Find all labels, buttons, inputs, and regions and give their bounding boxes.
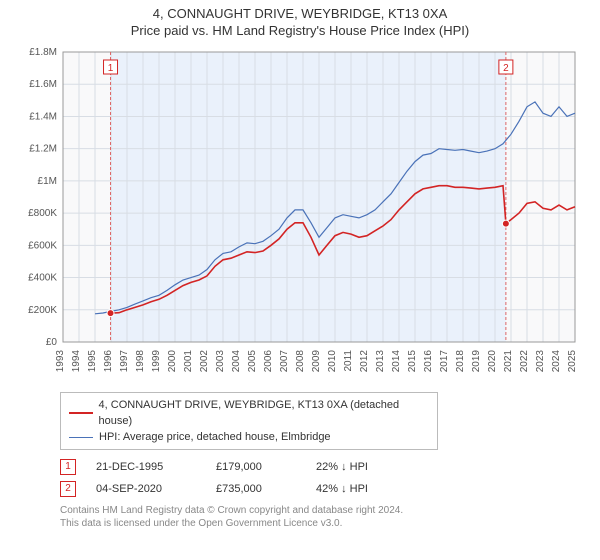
svg-text:2001: 2001	[183, 350, 194, 373]
svg-text:2020: 2020	[487, 350, 498, 373]
chart-title-block: 4, CONNAUGHT DRIVE, WEYBRIDGE, KT13 0XA …	[0, 0, 600, 38]
svg-text:2016: 2016	[423, 350, 434, 373]
svg-text:£0: £0	[46, 337, 58, 348]
marker-price-2: £735,000	[216, 478, 296, 500]
marker-table: 1 21-DEC-1995 £179,000 22% ↓ HPI 2 04-SE…	[60, 456, 600, 500]
svg-text:£1.2M: £1.2M	[29, 144, 57, 155]
svg-text:1995: 1995	[87, 350, 98, 373]
svg-text:2: 2	[503, 63, 509, 74]
svg-text:2018: 2018	[455, 350, 466, 373]
svg-text:£1.4M: £1.4M	[29, 111, 57, 122]
svg-text:£600K: £600K	[28, 240, 57, 251]
title-address: 4, CONNAUGHT DRIVE, WEYBRIDGE, KT13 0XA	[0, 6, 600, 21]
svg-text:1: 1	[108, 63, 114, 74]
footnote-line-1: Contains HM Land Registry data © Crown c…	[60, 504, 600, 517]
legend: 4, CONNAUGHT DRIVE, WEYBRIDGE, KT13 0XA …	[60, 392, 438, 450]
svg-text:2015: 2015	[407, 350, 418, 373]
marker-date-2: 04-SEP-2020	[96, 478, 196, 500]
svg-text:2021: 2021	[503, 350, 514, 373]
svg-text:2025: 2025	[567, 350, 578, 373]
svg-text:2009: 2009	[311, 350, 322, 373]
title-subtitle: Price paid vs. HM Land Registry's House …	[0, 23, 600, 38]
svg-text:2011: 2011	[343, 350, 354, 372]
svg-text:2010: 2010	[327, 350, 338, 373]
marker-price-1: £179,000	[216, 456, 296, 478]
marker-date-1: 21-DEC-1995	[96, 456, 196, 478]
legend-label-price-paid: 4, CONNAUGHT DRIVE, WEYBRIDGE, KT13 0XA …	[99, 397, 429, 429]
svg-text:2005: 2005	[247, 350, 258, 373]
legend-swatch-blue	[69, 437, 93, 438]
svg-text:2006: 2006	[263, 350, 274, 373]
marker-delta-1: 22% ↓ HPI	[316, 456, 368, 478]
marker-row-1: 1 21-DEC-1995 £179,000 22% ↓ HPI	[60, 456, 600, 478]
svg-text:1993: 1993	[55, 350, 66, 373]
svg-text:1996: 1996	[103, 350, 114, 373]
svg-text:2023: 2023	[535, 350, 546, 373]
svg-text:1998: 1998	[135, 350, 146, 373]
svg-text:2004: 2004	[231, 350, 242, 373]
svg-text:2008: 2008	[295, 350, 306, 373]
svg-text:2007: 2007	[279, 350, 290, 373]
chart-container: £0 £200K £400K £600K £800K £1M £1.2M £1.4M £1.6M…	[15, 46, 585, 386]
svg-text:2017: 2017	[439, 350, 450, 373]
svg-text:2013: 2013	[375, 350, 386, 373]
svg-text:2003: 2003	[215, 350, 226, 373]
svg-text:2024: 2024	[551, 350, 562, 373]
marker-badge-2: 2	[60, 481, 76, 497]
legend-row-hpi: HPI: Average price, detached house, Elmb…	[69, 429, 429, 445]
svg-text:£200K: £200K	[28, 305, 57, 316]
legend-swatch-red	[69, 412, 93, 414]
footnote-line-2: This data is licensed under the Open Gov…	[60, 517, 600, 530]
svg-text:2002: 2002	[199, 350, 210, 373]
svg-text:2000: 2000	[167, 350, 178, 373]
svg-text:1999: 1999	[151, 350, 162, 373]
svg-text:2012: 2012	[359, 350, 370, 373]
svg-text:2022: 2022	[519, 350, 530, 373]
footnote: Contains HM Land Registry data © Crown c…	[60, 504, 600, 530]
svg-text:£1.8M: £1.8M	[29, 47, 57, 58]
legend-row-price-paid: 4, CONNAUGHT DRIVE, WEYBRIDGE, KT13 0XA …	[69, 397, 429, 429]
svg-text:£1.6M: £1.6M	[29, 79, 57, 90]
marker-delta-2: 42% ↓ HPI	[316, 478, 368, 500]
svg-text:2019: 2019	[471, 350, 482, 373]
price-chart: £0 £200K £400K £600K £800K £1M £1.2M £1.4M £1.6M…	[15, 46, 585, 386]
marker-badge-1: 1	[60, 459, 76, 475]
svg-text:1997: 1997	[119, 350, 130, 373]
marker-row-2: 2 04-SEP-2020 £735,000 42% ↓ HPI	[60, 478, 600, 500]
svg-text:£1M: £1M	[38, 176, 57, 187]
svg-text:1994: 1994	[71, 350, 82, 373]
legend-label-hpi: HPI: Average price, detached house, Elmb…	[99, 429, 331, 445]
svg-text:£800K: £800K	[28, 208, 57, 219]
svg-text:2014: 2014	[391, 350, 402, 373]
svg-text:£400K: £400K	[28, 273, 57, 284]
